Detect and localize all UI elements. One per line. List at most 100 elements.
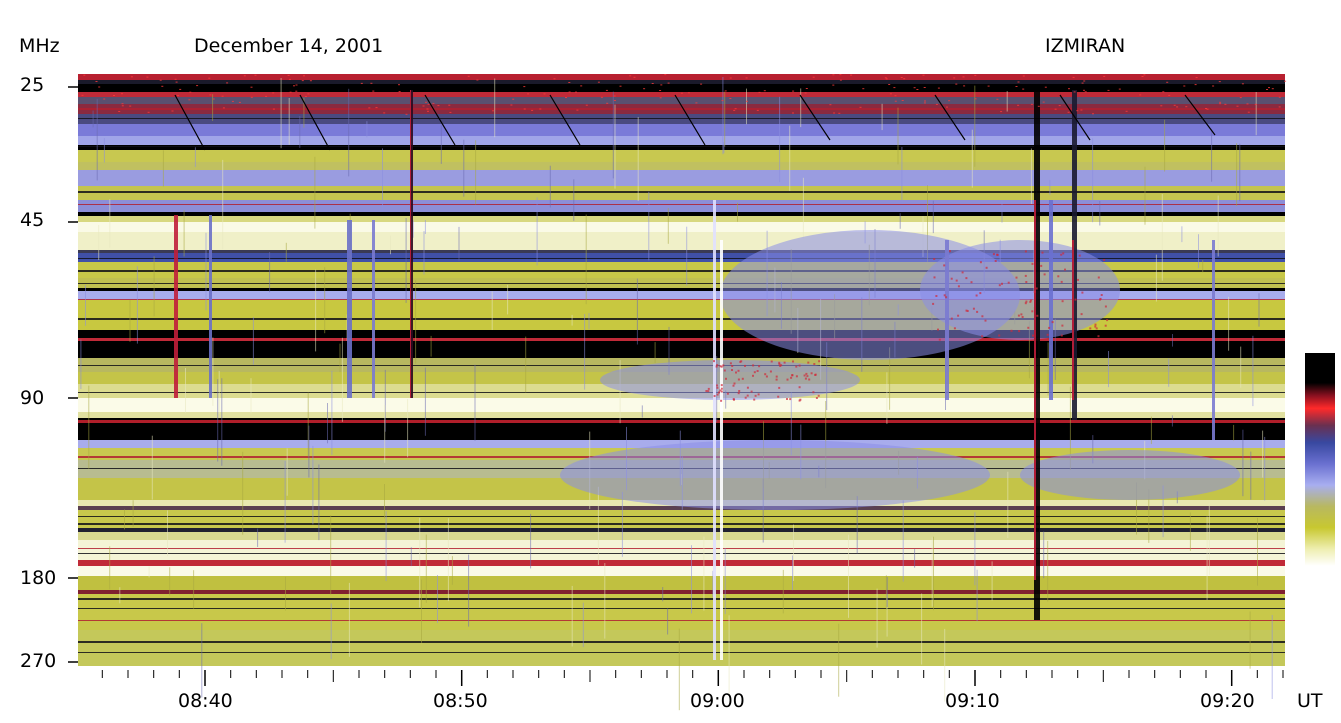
speckle — [1106, 319, 1109, 322]
frequency-band — [78, 510, 1285, 528]
stripe — [451, 556, 453, 585]
colorbar — [1305, 353, 1335, 566]
stripe — [308, 425, 310, 478]
speckle — [1017, 314, 1020, 317]
stripe — [430, 335, 432, 357]
burst-column — [209, 215, 212, 398]
speckle — [177, 95, 179, 97]
frequency-band — [78, 576, 1285, 590]
speckle — [976, 310, 979, 313]
stripe — [424, 367, 426, 436]
stripe — [1069, 386, 1071, 470]
speckle — [799, 398, 802, 401]
speckle — [1219, 101, 1222, 103]
speckle — [933, 276, 936, 279]
speckle — [1084, 91, 1087, 93]
speckle — [426, 108, 429, 110]
stripe — [668, 326, 670, 375]
stripe — [221, 378, 223, 466]
stripe — [1228, 296, 1230, 351]
stripe — [315, 269, 317, 352]
speckle — [806, 375, 809, 378]
speckle — [1224, 103, 1227, 105]
frequency-band — [78, 162, 1285, 170]
speckle — [935, 295, 938, 297]
speckle — [972, 307, 975, 310]
speckle — [1219, 103, 1222, 105]
speckle — [118, 111, 121, 112]
speckle — [254, 74, 257, 76]
y-tick-label-45: 45 — [20, 209, 45, 231]
frequency-band — [78, 253, 1285, 262]
speckle — [1037, 105, 1040, 107]
y-tick-label-180: 180 — [20, 567, 57, 589]
stripe — [1001, 200, 1003, 223]
speckle — [720, 384, 723, 387]
stripe — [384, 369, 386, 432]
drift-streak — [174, 94, 206, 151]
speckle — [722, 364, 725, 367]
speckle — [301, 80, 304, 82]
stripe — [712, 570, 714, 597]
speckle — [1041, 251, 1044, 254]
stripe — [792, 555, 793, 591]
speckle — [605, 89, 608, 91]
speckle — [222, 107, 225, 109]
stripe — [667, 208, 669, 244]
stripe — [440, 125, 442, 164]
speckle — [1195, 77, 1198, 79]
drift-streak — [934, 94, 966, 141]
speckle — [838, 112, 841, 114]
stripe — [330, 603, 332, 660]
speckle — [1278, 106, 1281, 108]
speckle — [893, 87, 896, 89]
burst-column — [1034, 90, 1040, 620]
stripe — [507, 284, 509, 315]
speckle — [862, 88, 865, 90]
speckle — [83, 74, 86, 76]
speckle — [425, 101, 427, 103]
speckle — [889, 93, 892, 95]
stripe — [641, 405, 643, 418]
speckle — [512, 98, 515, 100]
speckle — [432, 102, 435, 104]
speckle — [1061, 300, 1064, 303]
stripe — [1108, 351, 1109, 388]
x-tick-label-0850: 08:50 — [433, 690, 488, 712]
speckle — [795, 375, 798, 378]
stripe — [109, 546, 111, 590]
speckle — [1051, 321, 1054, 324]
stripe — [424, 220, 426, 234]
speckle — [1061, 324, 1064, 327]
speckle — [955, 279, 958, 282]
speckle — [238, 101, 241, 103]
speckle — [733, 382, 736, 385]
stripe — [927, 185, 928, 262]
x-tick-label-0840: 08:40 — [178, 690, 233, 712]
stripe — [1150, 416, 1152, 445]
speckle — [209, 94, 212, 96]
stripe — [212, 337, 214, 406]
speckle — [250, 96, 253, 98]
speckle — [716, 364, 719, 367]
speckle — [422, 105, 425, 107]
speckle — [981, 335, 984, 338]
speckle — [810, 372, 813, 375]
speckle — [724, 90, 727, 92]
stripe — [201, 623, 203, 698]
frequency-band — [78, 222, 1285, 232]
speckle — [839, 79, 842, 81]
frequency-band — [78, 84, 1285, 92]
x-tick-label-0920: 09:20 — [1200, 690, 1255, 712]
stripe — [458, 226, 460, 261]
speckle — [539, 108, 542, 110]
stripe — [280, 78, 282, 149]
speckle — [974, 74, 977, 76]
stripe — [384, 405, 386, 463]
channel-line — [78, 118, 1285, 119]
stripe — [1264, 436, 1266, 501]
speckle — [745, 77, 748, 79]
x-axis-unit: UT — [1297, 690, 1323, 712]
speckle — [1033, 290, 1036, 293]
stripe — [348, 88, 350, 177]
